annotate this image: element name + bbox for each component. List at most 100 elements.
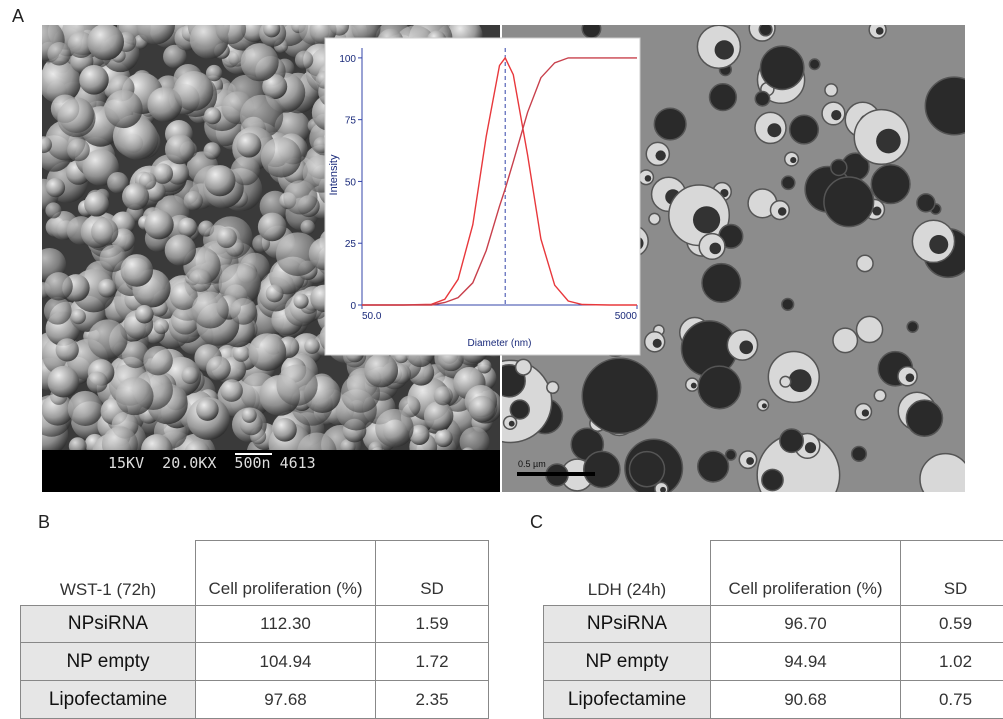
sem-particle [44, 272, 72, 300]
tem-vesicle [762, 469, 783, 490]
sem-particle [304, 338, 320, 354]
tem-core [739, 340, 753, 354]
table-header-cell: LDH (24h) [543, 540, 711, 606]
tem-vesicle [831, 159, 847, 175]
tem-core [876, 27, 884, 35]
tem-core [655, 150, 665, 160]
sem-particle [67, 139, 90, 162]
sem-particle [84, 192, 109, 217]
sem-particle [48, 366, 80, 398]
sem-particle [71, 309, 86, 324]
tem-core [872, 207, 881, 216]
tem-core [660, 487, 666, 493]
table-cell: 94.94 [710, 642, 901, 681]
tem-vesicle [809, 59, 819, 69]
tem-core [790, 157, 796, 163]
sem-particle [144, 210, 173, 239]
sem-particle [68, 391, 103, 426]
x-tick-label: 5000 [615, 311, 638, 322]
tem-core [693, 206, 720, 233]
table-cell: 97.68 [195, 680, 376, 719]
tem-core [778, 207, 786, 215]
sem-particle [241, 43, 279, 81]
table-cell: 90.68 [710, 680, 901, 719]
tem-vesicle [649, 213, 660, 224]
panel-label: B [38, 512, 50, 533]
sem-particle [44, 297, 72, 325]
table-cell: NPsiRNA [20, 605, 196, 643]
tem-vesicle [516, 359, 532, 375]
tem-scale-label: 0.5 µm [518, 459, 546, 469]
tem-core [715, 40, 734, 59]
tem-vesicle [871, 165, 910, 204]
tem-core [767, 123, 781, 137]
tem-vesicle [582, 358, 657, 433]
tem-vesicle [824, 177, 874, 227]
tem-vesicle [710, 84, 737, 111]
y-tick-label: 50 [345, 177, 357, 188]
panel-label: A [12, 6, 24, 26]
x-axis-label: Diameter (nm) [468, 338, 532, 349]
sem-particle [122, 183, 149, 210]
sem-particle [204, 165, 235, 196]
sem-particle [233, 345, 250, 362]
sem-particle [79, 65, 109, 95]
tem-vesicle [547, 381, 559, 393]
tem-vesicle [584, 451, 620, 487]
tem-vesicle [825, 84, 837, 96]
tem-vesicle [782, 176, 795, 189]
tem-vesicle [874, 390, 886, 402]
sem-particle [204, 107, 221, 124]
sem-particle [91, 218, 118, 245]
sem-particle [469, 396, 496, 423]
inset-chart-bg [325, 38, 640, 355]
sem-particle [300, 220, 315, 235]
tem-vesicle [857, 255, 873, 271]
table-cell: 0.75 [900, 680, 1003, 719]
sem-particle [178, 218, 197, 237]
y-axis-label: Intensity [328, 154, 340, 195]
sem-particle [35, 136, 52, 153]
tem-vesicle [917, 194, 935, 212]
sem-particle [143, 346, 173, 376]
tem-core [645, 175, 652, 182]
sem-particle [283, 180, 317, 214]
tem-core [762, 403, 767, 408]
sem-particle [104, 90, 142, 128]
tem-vesicle [833, 328, 857, 352]
tem-vesicle [920, 454, 971, 500]
tem-core [805, 442, 816, 453]
sem-particle [45, 202, 61, 218]
sem-particle [189, 269, 212, 292]
table-cell: NP empty [20, 642, 196, 681]
tem-vesicle [759, 23, 772, 36]
sem-particle [206, 356, 231, 381]
table-cell: NPsiRNA [543, 605, 711, 643]
sem-particle [136, 6, 175, 45]
tem-core [906, 373, 915, 382]
tem-vesicle [760, 46, 803, 89]
sem-particle [263, 20, 280, 37]
table-header-cell: SD [900, 540, 1003, 606]
table-header-cell: SD [375, 540, 489, 606]
tem-vesicle [582, 19, 600, 37]
tem-vesicle [906, 400, 942, 436]
tem-core [746, 457, 754, 465]
sem-particle [434, 386, 453, 405]
tem-core [691, 383, 697, 389]
sem-particle [46, 178, 65, 197]
sem-particle [216, 14, 246, 44]
sem-particle [364, 354, 398, 388]
sem-particle [115, 377, 153, 415]
sem-particle [266, 285, 284, 303]
tem-vesicle [782, 298, 794, 310]
sem-particle [87, 24, 124, 61]
tem-vesicle [726, 450, 736, 460]
y-tick-label: 100 [339, 54, 356, 65]
sem-particle [295, 51, 313, 69]
sem-particle [120, 254, 153, 287]
tem-vesicle [907, 321, 918, 332]
tem-core [789, 369, 812, 392]
sem-particle [293, 294, 308, 309]
sem-particle [56, 338, 79, 361]
